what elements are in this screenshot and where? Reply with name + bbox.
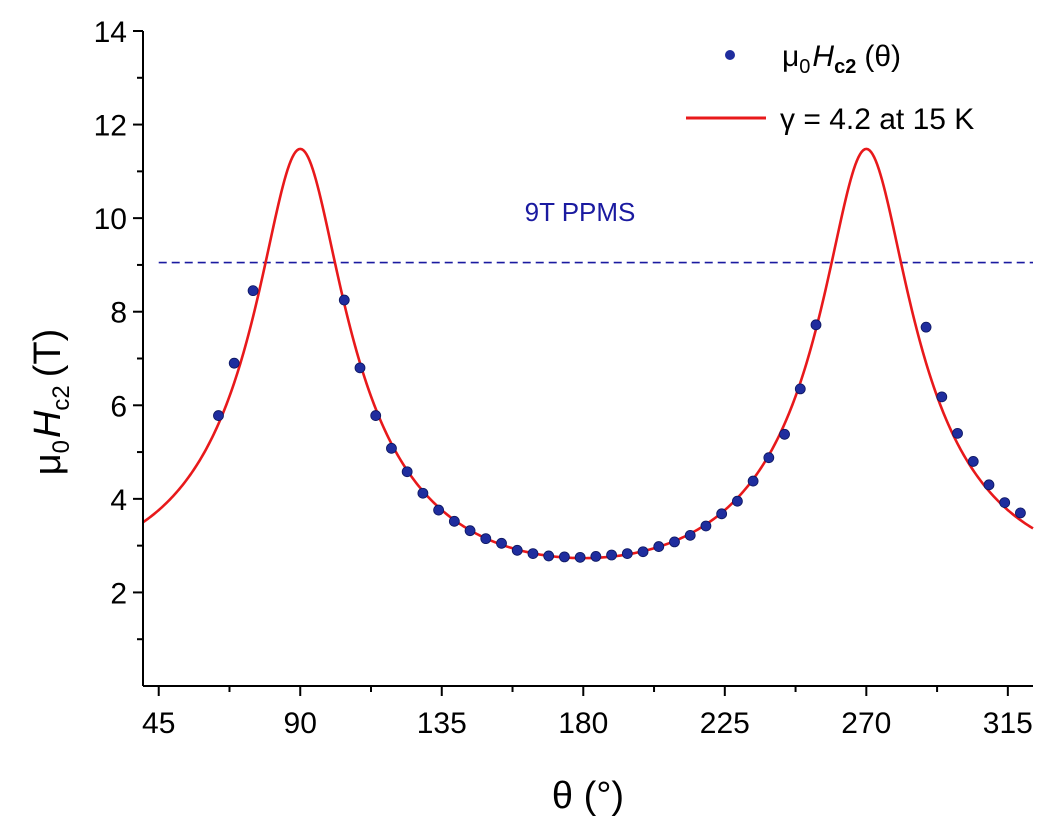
- data-point-6: [386, 442, 397, 454]
- y-tick-label-4: 4: [110, 484, 127, 517]
- legend-scatter-sub0: 0: [799, 56, 810, 78]
- legend: μ0Hc2 (θ) γ = 4.2 at 15 K: [686, 40, 974, 136]
- data-point-25: [684, 529, 696, 541]
- data-point-37: [967, 456, 979, 467]
- data-point-36: [952, 427, 963, 439]
- data-point-32: [794, 383, 806, 395]
- data-point-16: [543, 550, 555, 562]
- data-point-17: [559, 551, 570, 563]
- y-axis-title-unit: (T): [27, 329, 69, 378]
- legend-scatter-h: H: [812, 40, 834, 73]
- legend-scatter-mu: μ: [782, 40, 799, 73]
- y-tick-label-6: 6: [110, 390, 127, 423]
- data-point-24: [669, 536, 680, 548]
- y-axis-title-h: H: [27, 410, 69, 438]
- data-point-31: [779, 428, 790, 440]
- ticks-layer: 45 90 135 180 225 270 315 2 4 6 8 10 12 14: [94, 16, 1033, 740]
- x-tick-label-270: 270: [841, 707, 891, 740]
- data-point-23: [653, 541, 665, 552]
- fit-curve-layer: [142, 147, 1034, 560]
- y-tick-label-8: 8: [110, 297, 127, 330]
- x-tick-label-315: 315: [983, 707, 1033, 740]
- data-point-13: [496, 537, 507, 549]
- data-point-7: [401, 466, 413, 478]
- legend-scatter-subc2: c2: [834, 56, 856, 78]
- y-axis-title-sub0: 0: [48, 440, 75, 453]
- fit-curve: [142, 147, 1034, 560]
- data-point-35: [936, 391, 948, 403]
- data-point-21: [621, 548, 633, 559]
- data-point-12: [480, 533, 492, 545]
- data-point-9: [433, 504, 445, 516]
- data-point-38: [983, 479, 995, 491]
- y-tick-label-2: 2: [110, 577, 127, 610]
- x-tick-label-90: 90: [284, 707, 317, 740]
- data-point-34: [920, 321, 932, 333]
- legend-label-scatter: μ0Hc2 (θ): [782, 40, 901, 78]
- data-point-39: [999, 497, 1011, 509]
- data-point-10: [448, 515, 460, 527]
- legend-label-fit: γ = 4.2 at 15 K: [780, 103, 974, 136]
- data-point-29: [747, 475, 759, 487]
- legend-marker-scatter: [725, 50, 735, 60]
- data-point-14: [511, 544, 523, 556]
- y-axis-title-subc2: c2: [48, 385, 75, 410]
- y-axis-title-mu: μ: [27, 453, 69, 475]
- reference-line-label: 9T PPMS: [525, 197, 636, 227]
- data-point-5: [370, 410, 382, 421]
- data-point-3: [338, 294, 350, 306]
- data-point-28: [731, 495, 743, 507]
- data-point-15: [527, 548, 539, 559]
- data-point-4: [354, 362, 366, 374]
- data-point-18: [574, 551, 586, 563]
- data-point-0: [213, 410, 224, 421]
- y-tick-label-12: 12: [94, 110, 127, 143]
- y-tick-label-14: 14: [94, 16, 127, 49]
- svg-text:μ0Hc2(T): μ0 Hc2 (T): [27, 329, 75, 476]
- legend-scatter-arg: (θ): [864, 40, 901, 73]
- data-point-8: [417, 487, 429, 499]
- data-point-22: [637, 546, 649, 558]
- data-point-11: [464, 525, 476, 537]
- data-point-2: [247, 285, 259, 297]
- y-axis-title: μ0 Hc2 (T): [27, 329, 75, 476]
- data-point-30: [763, 452, 775, 464]
- y-tick-label-10: 10: [94, 203, 127, 236]
- x-tick-label-45: 45: [142, 707, 175, 740]
- x-tick-label-135: 135: [417, 707, 467, 740]
- data-point-19: [590, 551, 602, 562]
- x-tick-label-225: 225: [700, 707, 750, 740]
- data-point-40: [1015, 507, 1026, 519]
- data-point-33: [810, 319, 822, 331]
- x-tick-label-180: 180: [558, 707, 608, 740]
- data-point-1: [228, 357, 240, 369]
- data-point-27: [716, 508, 728, 520]
- x-axis-title: θ (°): [552, 775, 624, 817]
- data-point-26: [700, 520, 712, 532]
- data-points-layer: [213, 285, 1026, 563]
- data-point-20: [606, 549, 617, 561]
